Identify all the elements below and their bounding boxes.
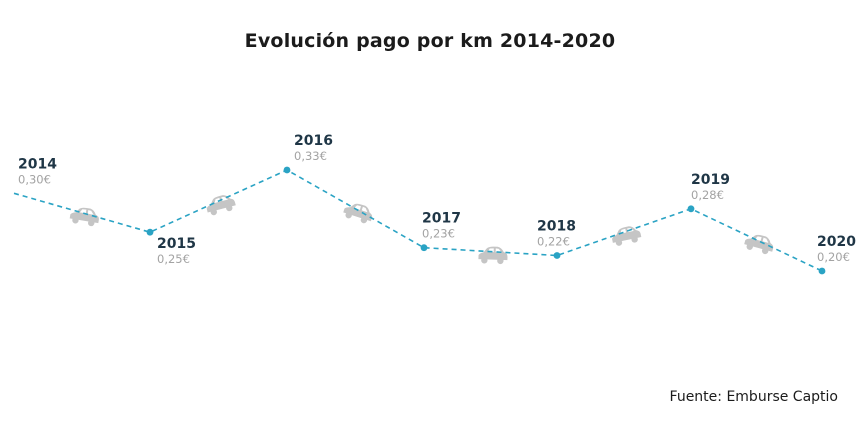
value-label-2017: 0,23€ [422, 227, 455, 241]
data-point-2020 [818, 267, 826, 275]
value-label-2019: 0,28€ [691, 188, 724, 202]
chart-title: Evolución pago por km 2014-2020 [244, 30, 616, 52]
year-label-2017: 2017 [422, 211, 461, 227]
value-label-2020: 0,20€ [817, 250, 850, 264]
data-point-2017 [420, 244, 428, 252]
car-icon [204, 192, 237, 217]
source-note: Fuente: Emburse Captio [669, 389, 838, 405]
data-point-2015 [146, 228, 154, 236]
year-label-2020: 2020 [817, 234, 856, 250]
car-icon [478, 246, 508, 265]
year-label-2016: 2016 [294, 133, 333, 149]
data-point-2019 [687, 205, 695, 213]
value-label-2015: 0,25€ [157, 252, 190, 266]
value-label-2014: 0,30€ [18, 172, 51, 186]
data-point-2016 [283, 166, 291, 174]
year-label-2019: 2019 [691, 172, 730, 188]
value-label-2018: 0,22€ [537, 235, 570, 249]
value-label-2016: 0,33€ [294, 149, 327, 163]
year-label-2014: 2014 [18, 156, 57, 172]
data-points [146, 166, 826, 275]
year-label-2015: 2015 [157, 236, 196, 252]
year-label-2018: 2018 [537, 219, 576, 235]
data-point-2018 [553, 252, 561, 259]
